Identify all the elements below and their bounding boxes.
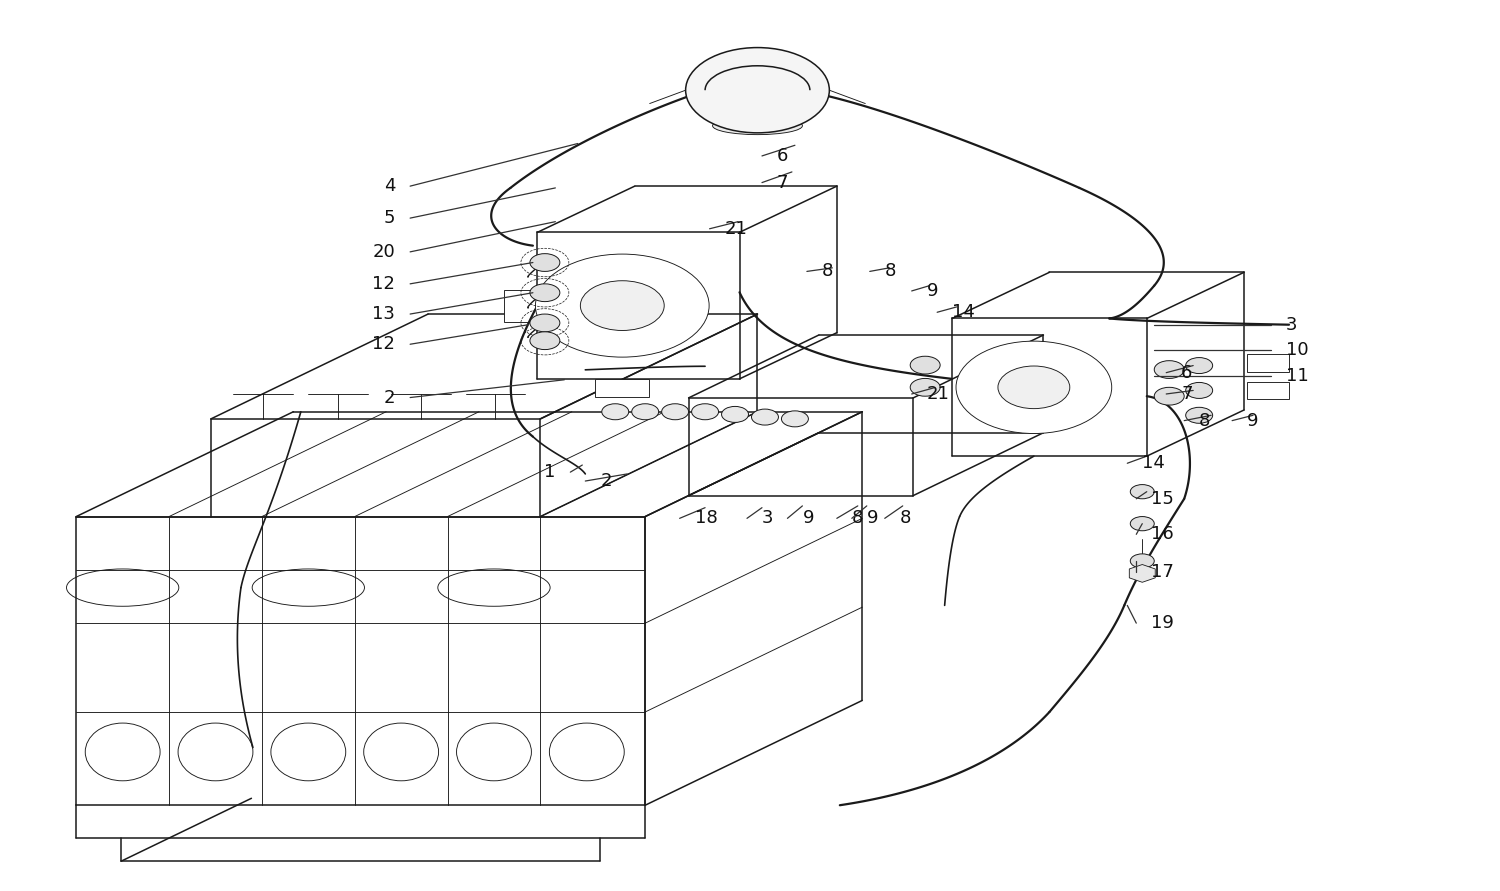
Circle shape (530, 331, 560, 349)
Circle shape (1155, 361, 1184, 379)
Text: 8: 8 (852, 510, 862, 527)
Ellipse shape (712, 117, 803, 135)
Ellipse shape (438, 569, 550, 606)
Text: 8: 8 (1198, 412, 1210, 429)
Circle shape (1131, 554, 1155, 568)
Text: 12: 12 (372, 335, 394, 353)
Circle shape (530, 284, 560, 302)
Text: 7: 7 (1180, 385, 1192, 403)
Text: 12: 12 (372, 274, 394, 293)
Text: 14: 14 (952, 303, 975, 322)
Circle shape (782, 411, 808, 427)
Circle shape (1185, 357, 1212, 373)
Text: 8: 8 (822, 263, 833, 281)
Text: 16: 16 (1152, 526, 1174, 544)
Circle shape (1185, 382, 1212, 398)
Text: 21: 21 (724, 220, 747, 238)
Circle shape (910, 379, 940, 396)
Circle shape (530, 254, 560, 272)
Text: 14: 14 (1143, 454, 1166, 472)
Text: 9: 9 (802, 510, 814, 527)
Text: 21: 21 (927, 385, 950, 403)
Circle shape (910, 356, 940, 374)
Text: 9: 9 (1246, 412, 1258, 429)
Text: 7: 7 (777, 174, 789, 192)
Bar (596, 379, 650, 396)
Circle shape (580, 281, 664, 331)
Bar (1246, 354, 1288, 372)
Text: 13: 13 (372, 305, 394, 323)
Text: 3: 3 (1286, 315, 1298, 334)
Ellipse shape (363, 723, 438, 781)
Ellipse shape (66, 569, 178, 606)
Text: 10: 10 (1286, 340, 1308, 358)
Text: 20: 20 (372, 243, 394, 261)
Text: 5: 5 (384, 209, 394, 227)
Circle shape (1185, 407, 1212, 423)
Text: 4: 4 (384, 177, 394, 195)
Text: 18: 18 (694, 510, 717, 527)
Ellipse shape (252, 569, 364, 606)
Text: 2: 2 (384, 388, 394, 406)
Text: 11: 11 (1286, 367, 1310, 385)
Text: 1: 1 (544, 463, 555, 481)
Circle shape (1131, 485, 1155, 499)
Text: 9: 9 (927, 282, 938, 300)
Circle shape (956, 341, 1112, 434)
Text: 8: 8 (900, 510, 910, 527)
Circle shape (692, 404, 718, 420)
Text: 15: 15 (1152, 490, 1174, 508)
Bar (504, 290, 537, 322)
Text: 17: 17 (1152, 562, 1174, 581)
Text: 3: 3 (762, 510, 774, 527)
Ellipse shape (178, 723, 254, 781)
Circle shape (998, 366, 1070, 409)
Circle shape (602, 404, 628, 420)
Text: 2: 2 (600, 472, 612, 490)
Text: 8: 8 (885, 263, 896, 281)
Ellipse shape (549, 723, 624, 781)
Circle shape (662, 404, 688, 420)
Circle shape (686, 47, 830, 133)
Text: 19: 19 (1152, 614, 1174, 632)
Ellipse shape (86, 723, 160, 781)
Text: 6: 6 (1180, 364, 1192, 381)
Circle shape (530, 314, 560, 331)
Ellipse shape (456, 723, 531, 781)
Circle shape (752, 409, 778, 425)
Text: 6: 6 (777, 147, 789, 165)
Bar (1246, 381, 1288, 399)
Text: 9: 9 (867, 510, 879, 527)
Circle shape (722, 406, 748, 422)
Ellipse shape (272, 723, 345, 781)
Circle shape (1155, 388, 1184, 405)
Circle shape (536, 254, 710, 357)
Circle shape (1131, 517, 1155, 531)
Circle shape (632, 404, 658, 420)
